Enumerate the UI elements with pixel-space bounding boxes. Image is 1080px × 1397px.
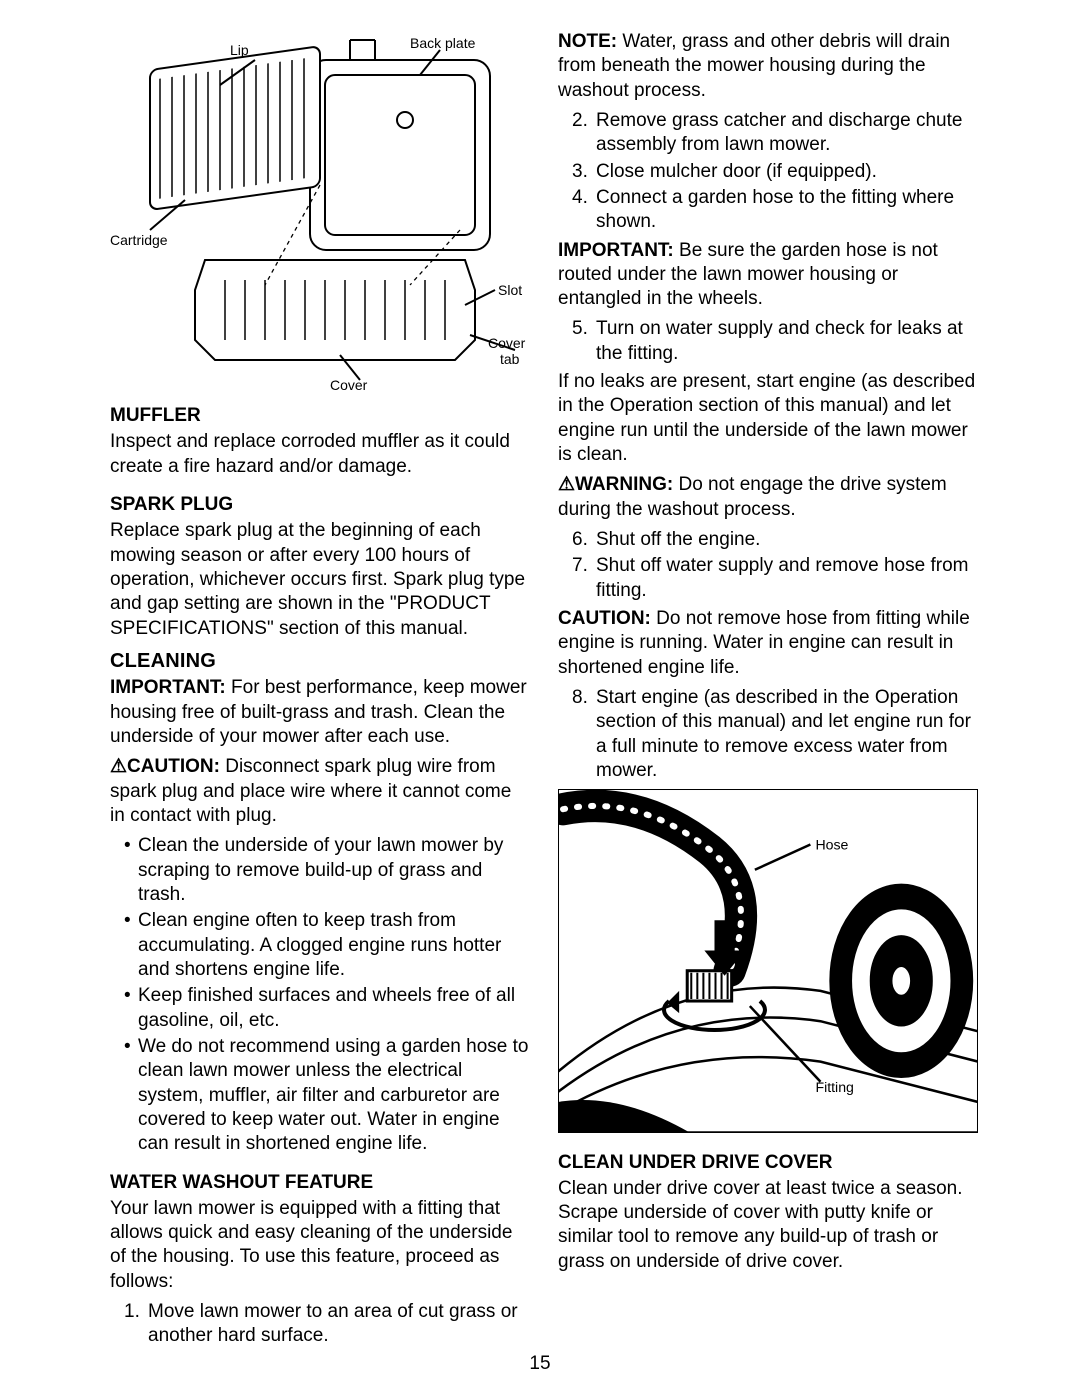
list-item: We do not recommend using a garden hose …: [124, 1035, 530, 1157]
step-text: Move lawn mower to an area of cut grass …: [148, 1301, 518, 1346]
label-important: IMPORTANT:: [110, 677, 226, 698]
text-important-hose: IMPORTANT: Be sure the garden hose is no…: [558, 239, 978, 312]
text-water-washout-intro: Your lawn mower is equipped with a fitti…: [110, 1197, 530, 1294]
list-item: 4.Connect a garden hose to the fitting w…: [572, 186, 978, 235]
label-caution: CAUTION:: [558, 608, 651, 629]
text-note: NOTE: Water, grass and other debris will…: [558, 30, 978, 103]
heading-clean-under: CLEAN UNDER DRIVE COVER: [558, 1151, 978, 1175]
text-warning: ⚠ WARNING: Do not engage the drive syste…: [558, 473, 978, 522]
svg-text:Cover: Cover: [488, 335, 526, 351]
step-8: 8.Start engine (as described in the Oper…: [558, 686, 978, 783]
figure-hose-fitting: Hose Fitting: [558, 789, 978, 1132]
steps-6-7: 6.Shut off the engine. 7.Shut off water …: [558, 528, 978, 603]
text-cleaning-caution: ⚠CAUTION: Disconnect spark plug wire fro…: [110, 755, 530, 828]
list-item: Clean engine often to keep trash from ac…: [124, 909, 530, 982]
warning-triangle-icon: ⚠: [558, 473, 575, 497]
heading-muffler: MUFFLER: [110, 404, 530, 428]
text-note-body: Water, grass and other debris will drain…: [558, 31, 950, 101]
list-item: Keep finished surfaces and wheels free o…: [124, 984, 530, 1033]
list-item: 1.Move lawn mower to an area of cut gras…: [124, 1300, 530, 1349]
label-fitting: Fitting: [815, 1079, 853, 1095]
label-note: NOTE:: [558, 31, 617, 52]
list-item: 2.Remove grass catcher and discharge chu…: [572, 109, 978, 158]
label-cover: Cover: [330, 377, 368, 390]
text-spark-plug: Replace spark plug at the beginning of e…: [110, 519, 530, 641]
label-hose: Hose: [815, 837, 848, 853]
step-text: Shut off the engine.: [596, 529, 760, 550]
list-item: 6.Shut off the engine.: [572, 528, 978, 552]
page-number: 15: [529, 1353, 550, 1375]
text-clean-under: Clean under drive cover at least twice a…: [558, 1177, 978, 1274]
label-caution: CAUTION:: [127, 757, 220, 778]
text-caution-hose: CAUTION: Do not remove hose from fitting…: [558, 607, 978, 680]
list-item: 3.Close mulcher door (if equipped).: [572, 160, 978, 184]
step-text: Close mulcher door (if equipped).: [596, 161, 877, 182]
list-item: Clean the underside of your lawn mower b…: [124, 834, 530, 907]
label-important: IMPORTANT:: [558, 240, 674, 261]
cleaning-bullets: Clean the underside of your lawn mower b…: [110, 834, 530, 1156]
label-warning: WARNING:: [575, 474, 673, 495]
label-backplate: Back plate: [410, 35, 476, 51]
text-cleaning-important: IMPORTANT: For best performance, keep mo…: [110, 676, 530, 749]
svg-text:tab: tab: [500, 351, 520, 367]
step-text: Remove grass catcher and discharge chute…: [596, 110, 962, 155]
label-lip: Lip: [230, 42, 249, 58]
list-item: 5.Turn on water supply and check for lea…: [572, 317, 978, 366]
steps-2-4: 2.Remove grass catcher and discharge chu…: [558, 109, 978, 235]
label-cartridge: Cartridge: [110, 232, 168, 248]
step-text: Connect a garden hose to the fitting whe…: [596, 187, 954, 232]
step-text: Start engine (as described in the Operat…: [596, 687, 971, 781]
list-item: 8.Start engine (as described in the Oper…: [572, 686, 978, 783]
manual-page: Lip Back plate Cartridge Slot Cover tab …: [110, 30, 970, 1353]
list-item: 7.Shut off water supply and remove hose …: [572, 554, 978, 603]
step-5: 5.Turn on water supply and check for lea…: [558, 317, 978, 366]
left-column: Lip Back plate Cartridge Slot Cover tab …: [110, 30, 530, 1353]
text-no-leaks: If no leaks are present, start engine (a…: [558, 370, 978, 467]
right-column: NOTE: Water, grass and other debris will…: [558, 30, 978, 1353]
water-washout-steps: 1.Move lawn mower to an area of cut gras…: [110, 1300, 530, 1349]
step-text: Turn on water supply and check for leaks…: [596, 318, 963, 363]
text-muffler: Inspect and replace corroded muffler as …: [110, 430, 530, 479]
heading-spark-plug: SPARK PLUG: [110, 493, 530, 517]
warning-triangle-icon: ⚠: [110, 755, 127, 779]
heading-cleaning: CLEANING: [110, 649, 530, 675]
heading-water-washout: WATER WASHOUT FEATURE: [110, 1171, 530, 1195]
figure-air-filter: Lip Back plate Cartridge Slot Cover tab …: [110, 30, 530, 390]
step-text: Shut off water supply and remove hose fr…: [596, 555, 968, 600]
label-slot: Slot: [498, 282, 522, 298]
